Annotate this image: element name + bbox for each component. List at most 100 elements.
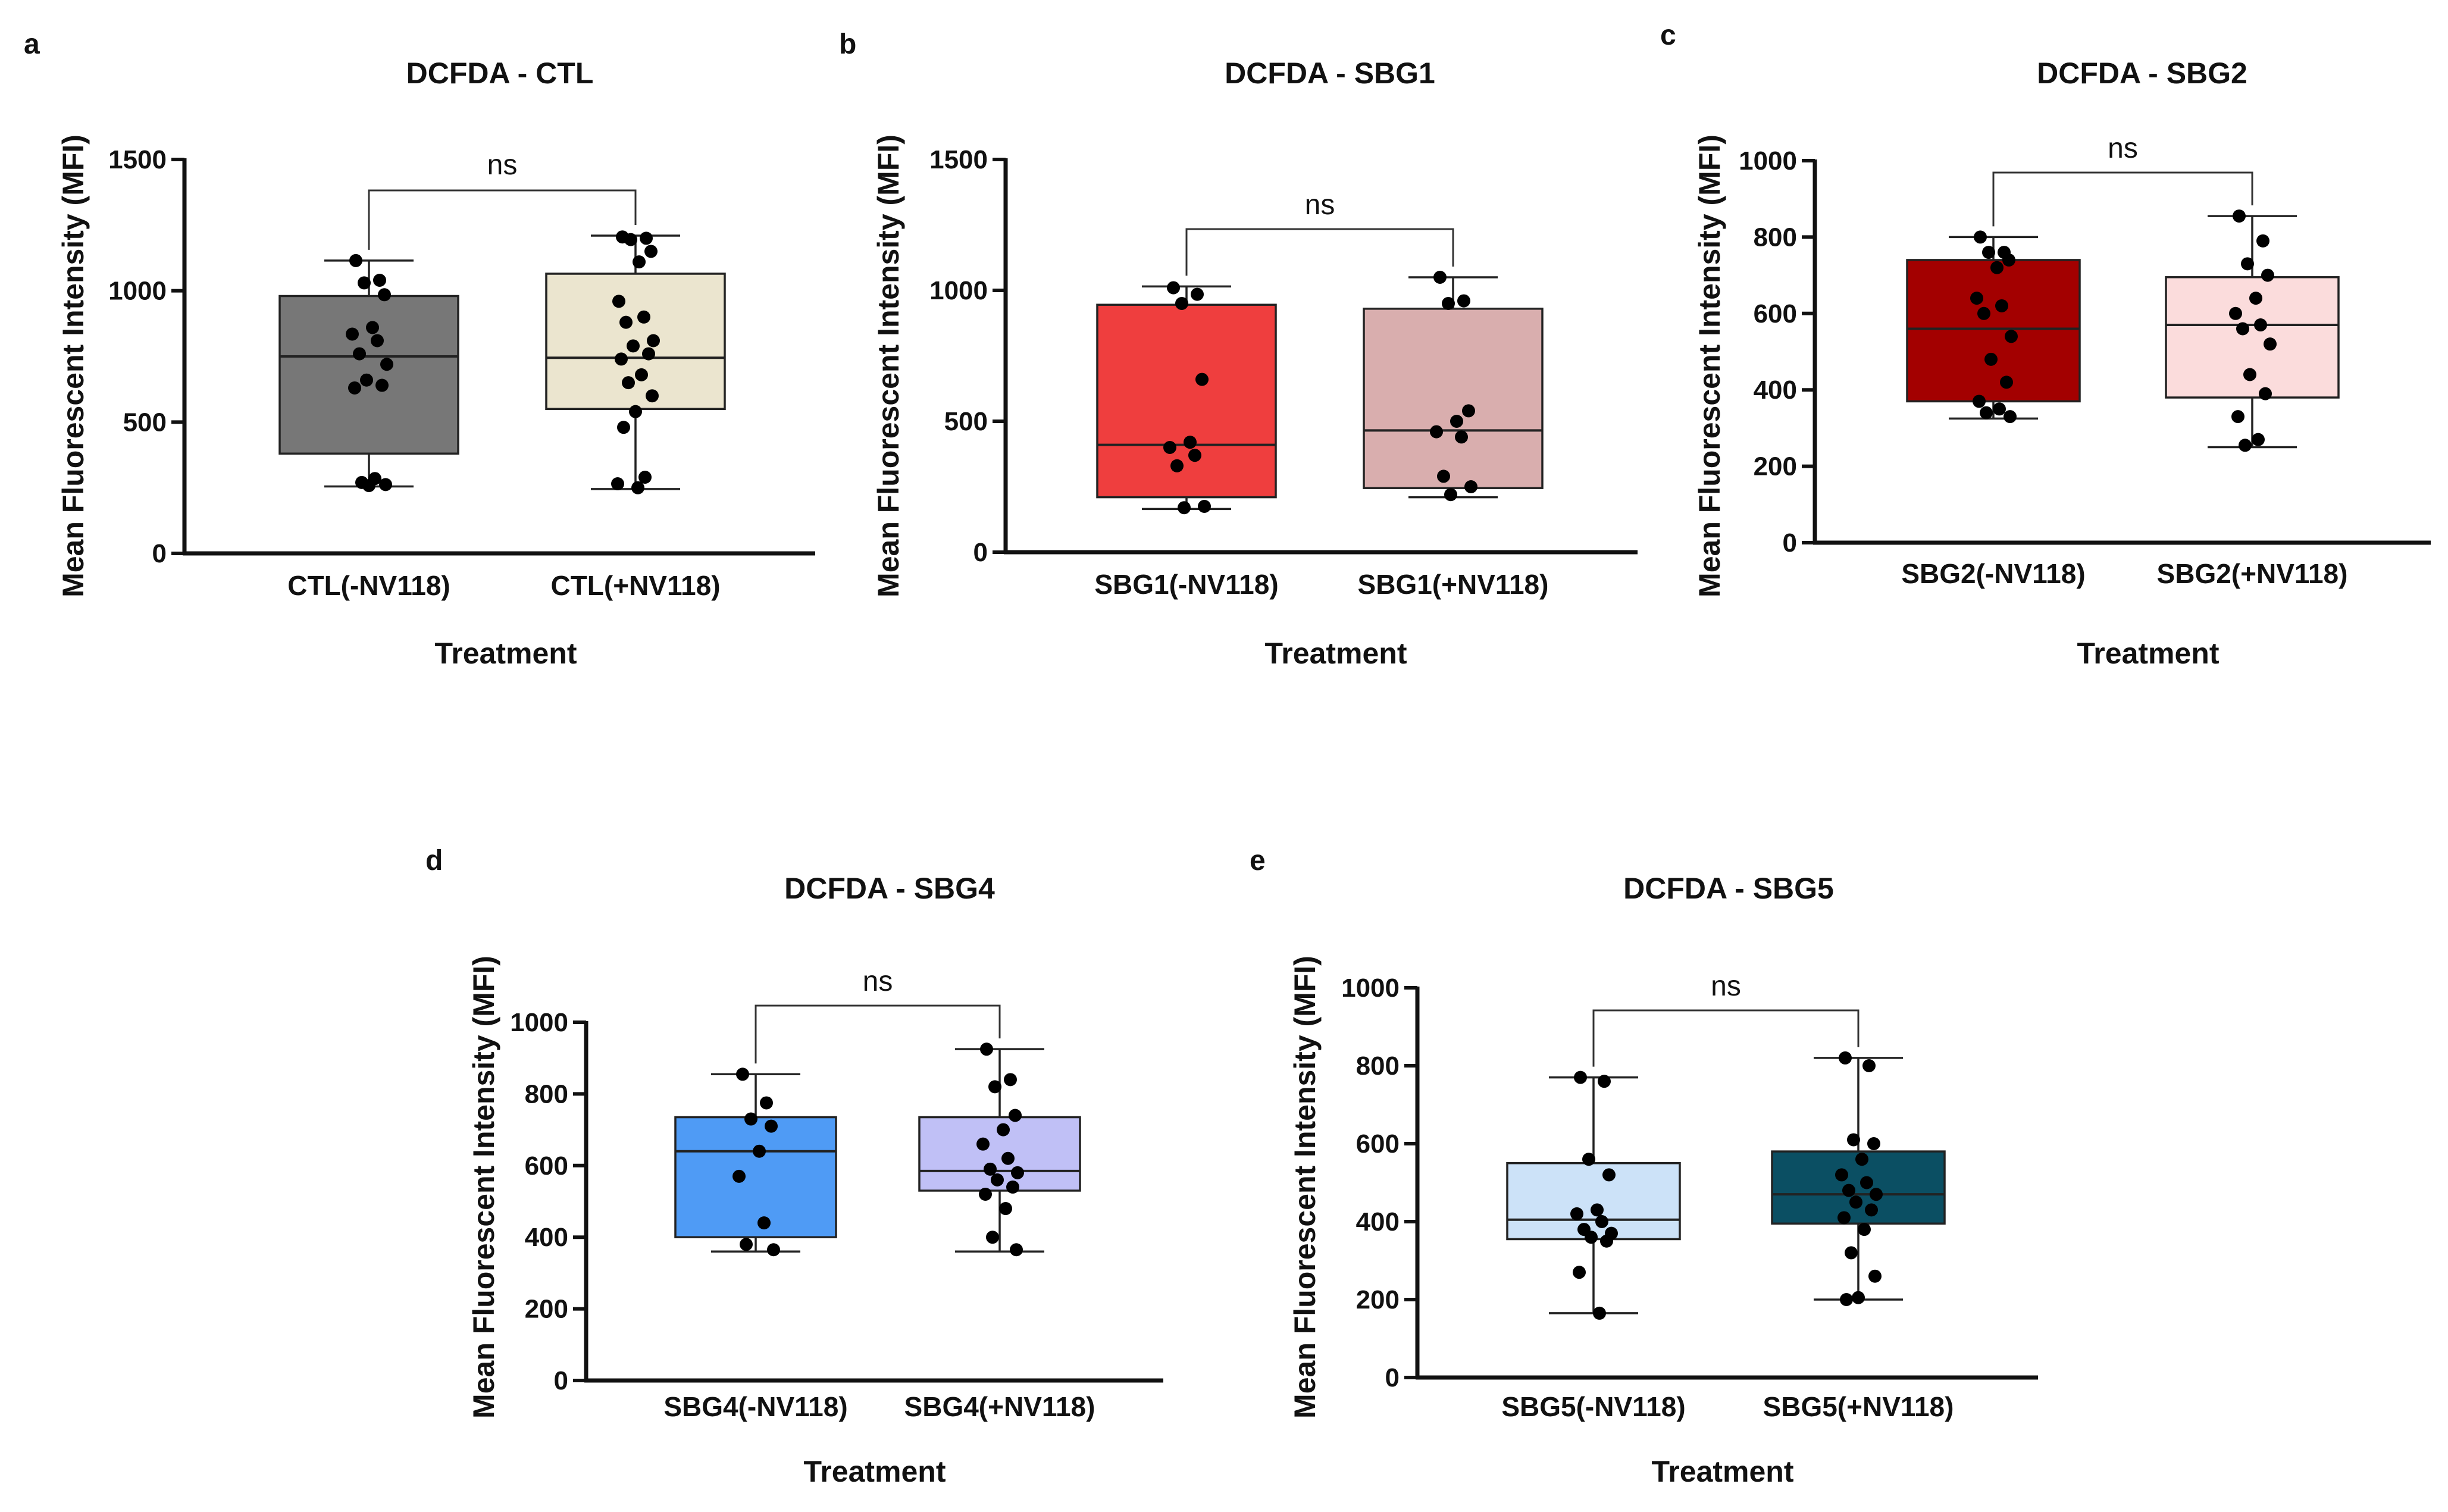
data-point bbox=[646, 389, 659, 403]
box bbox=[1096, 303, 1277, 499]
data-point bbox=[349, 253, 362, 267]
y-tick-label: 1000 bbox=[929, 276, 988, 305]
x-axis-label: Treatment bbox=[2077, 637, 2220, 670]
category-label: CTL(-NV118) bbox=[287, 570, 450, 601]
data-point bbox=[362, 479, 375, 493]
data-point bbox=[744, 1112, 757, 1126]
panel-letter: c bbox=[1660, 20, 1676, 51]
data-point bbox=[1591, 1203, 1604, 1217]
data-point bbox=[984, 1162, 997, 1176]
data-point bbox=[1011, 1166, 1024, 1179]
y-tick-label: 1500 bbox=[929, 145, 988, 174]
data-point bbox=[1977, 306, 1990, 320]
data-point bbox=[2259, 387, 2272, 400]
significance-label: ns bbox=[1305, 189, 1335, 221]
data-point bbox=[371, 334, 384, 348]
data-point bbox=[1570, 1207, 1583, 1220]
data-point bbox=[1990, 261, 2004, 274]
data-point bbox=[627, 339, 640, 353]
x-axis-label: Treatment bbox=[1265, 637, 1407, 670]
data-point bbox=[997, 1123, 1010, 1137]
box bbox=[1363, 308, 1544, 489]
data-point bbox=[1170, 459, 1184, 472]
data-point bbox=[2249, 292, 2262, 305]
significance-label: ns bbox=[1711, 971, 1741, 1002]
data-point bbox=[976, 1137, 990, 1151]
y-tick-label: 200 bbox=[1754, 452, 1797, 481]
data-point bbox=[1573, 1266, 1586, 1279]
data-point bbox=[765, 1119, 778, 1133]
data-point bbox=[1982, 246, 1995, 259]
y-tick-label: 0 bbox=[1783, 528, 1797, 558]
y-tick-label: 200 bbox=[1356, 1285, 1400, 1314]
data-point bbox=[1974, 230, 1987, 244]
data-point bbox=[380, 358, 393, 371]
data-point bbox=[753, 1144, 766, 1158]
data-point bbox=[1163, 441, 1176, 454]
category-label: SBG2(+NV118) bbox=[2157, 558, 2348, 589]
data-point bbox=[1175, 297, 1188, 310]
data-point bbox=[736, 1068, 749, 1081]
data-point bbox=[1430, 425, 1443, 439]
data-point bbox=[732, 1169, 746, 1183]
y-axis-label: Mean Fluorescent Intensity (MFI) bbox=[1288, 956, 1322, 1419]
data-point bbox=[1585, 1231, 1598, 1244]
data-point bbox=[638, 471, 652, 484]
data-point bbox=[348, 381, 361, 395]
data-point bbox=[1006, 1180, 1019, 1194]
data-point bbox=[1437, 469, 1450, 483]
data-point bbox=[1582, 1153, 1595, 1166]
y-axis-label: Mean Fluorescent Intensity (MFI) bbox=[57, 134, 90, 597]
data-point bbox=[612, 295, 625, 308]
data-point bbox=[1457, 294, 1470, 308]
data-point bbox=[1595, 1215, 1608, 1228]
data-point bbox=[1865, 1203, 1878, 1217]
chart-title: DCFDA - SBG1 bbox=[1225, 57, 1435, 90]
data-point bbox=[1009, 1109, 1022, 1122]
data-point bbox=[1004, 1073, 1017, 1087]
panel-letter: a bbox=[24, 29, 40, 60]
data-point bbox=[2252, 433, 2265, 446]
category-label: SBG1(-NV118) bbox=[1094, 569, 1278, 600]
data-point bbox=[611, 477, 624, 491]
data-point bbox=[1993, 402, 2006, 416]
data-point bbox=[1450, 415, 1463, 428]
data-point bbox=[1444, 488, 1457, 502]
y-tick-label: 600 bbox=[1356, 1129, 1400, 1159]
panel-e: e DCFDA - SBG5 Mean Fluorescent Intensity … bbox=[1250, 845, 2038, 1488]
data-point bbox=[619, 315, 633, 329]
x-axis-label: Treatment bbox=[804, 1455, 946, 1488]
box bbox=[674, 1116, 837, 1238]
significance-bracket bbox=[1592, 1009, 1860, 1067]
data-point bbox=[740, 1238, 753, 1251]
data-point bbox=[1847, 1133, 1860, 1147]
data-point bbox=[647, 334, 660, 348]
chart-title: DCFDA - SBG5 bbox=[1623, 872, 1834, 905]
data-point bbox=[2239, 439, 2252, 452]
y-tick-label: 400 bbox=[525, 1223, 568, 1252]
data-point bbox=[2236, 322, 2249, 336]
data-point bbox=[379, 478, 392, 492]
data-point bbox=[988, 1080, 1001, 1094]
significance-bracket bbox=[1185, 228, 1454, 276]
data-point bbox=[1195, 372, 1209, 386]
data-point bbox=[1835, 1168, 1848, 1182]
significance-label: ns bbox=[2108, 133, 2138, 164]
box-group-2: SBG1(+NV118) bbox=[1358, 271, 1548, 600]
y-tick-label: 200 bbox=[525, 1295, 568, 1324]
chart-title: DCFDA - SBG4 bbox=[784, 872, 995, 905]
y-tick-label: 0 bbox=[973, 538, 988, 567]
data-point bbox=[353, 347, 366, 361]
data-point bbox=[2002, 253, 2015, 267]
box-group-1: CTL(-NV118) bbox=[278, 253, 459, 601]
data-point bbox=[1442, 297, 1455, 310]
data-point bbox=[2231, 410, 2244, 424]
data-point bbox=[1984, 352, 1998, 366]
data-point bbox=[760, 1096, 773, 1110]
data-point bbox=[1598, 1075, 1611, 1088]
y-tick-label: 1000 bbox=[510, 1008, 568, 1037]
data-point bbox=[615, 352, 628, 366]
category-label: SBG5(-NV118) bbox=[1501, 1391, 1685, 1422]
data-point bbox=[2005, 330, 2018, 343]
data-point bbox=[642, 347, 655, 361]
